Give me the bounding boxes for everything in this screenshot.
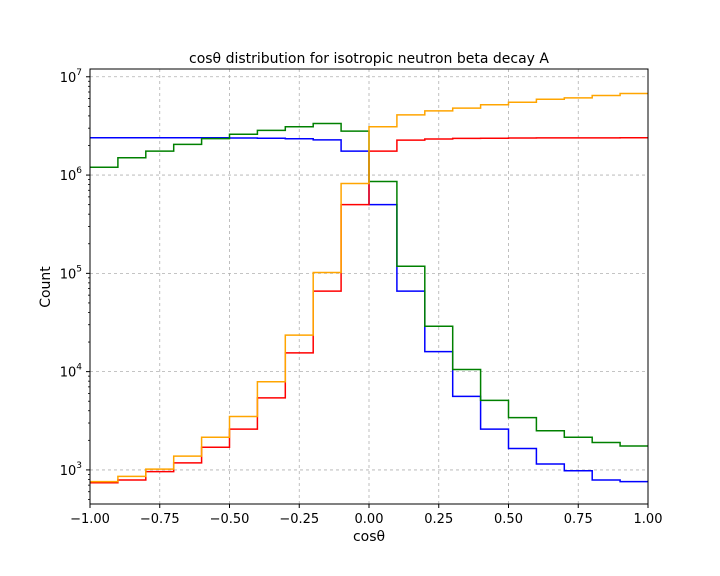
chart-title: cosθ distribution for isotropic neutron … bbox=[189, 51, 549, 67]
x-tick-label: −1.00 bbox=[70, 512, 110, 527]
y-tick-label: 104 bbox=[60, 363, 83, 381]
x-tick-label: −0.50 bbox=[210, 512, 250, 527]
x-tick-label: 0.75 bbox=[564, 512, 593, 527]
y-axis-title: Count bbox=[38, 266, 54, 308]
x-tick-label: −0.25 bbox=[279, 512, 319, 527]
y-tick-label: 103 bbox=[60, 461, 82, 479]
x-axis-title: cosθ bbox=[353, 529, 385, 545]
x-tick-label: 1.00 bbox=[634, 512, 663, 527]
y-tick-label: 106 bbox=[60, 166, 83, 184]
series-layer bbox=[90, 92, 648, 484]
grid-layer bbox=[90, 69, 648, 504]
x-tick-label: 0.25 bbox=[424, 512, 453, 527]
y-tick-label: 105 bbox=[60, 264, 82, 282]
series-3-step-line bbox=[90, 92, 648, 483]
x-axis-ticks: −1.00 −0.75 −0.50 −0.25 0.00 0.25 0.50 0.75 1.00 bbox=[70, 504, 662, 527]
y-tick-label: 107 bbox=[60, 68, 82, 86]
x-tick-label: −0.75 bbox=[140, 512, 180, 527]
x-tick-label: 0.50 bbox=[494, 512, 523, 527]
series-1-step-line bbox=[90, 136, 648, 484]
y-axis-ticks: 103 104 105 106 107 bbox=[60, 68, 90, 500]
x-tick-label: 0.00 bbox=[355, 512, 384, 527]
